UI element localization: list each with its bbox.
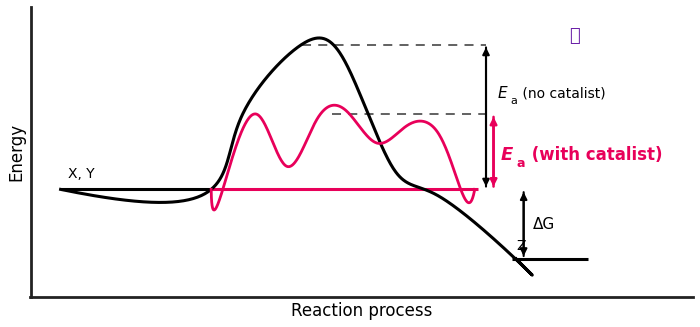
Text: Z: Z [516,239,526,253]
Text: E: E [497,86,507,101]
Text: a: a [516,157,524,170]
Text: X, Y: X, Y [68,167,95,181]
X-axis label: Reaction process: Reaction process [291,302,433,320]
Circle shape [532,18,616,52]
Text: BYJU'S: BYJU'S [615,21,659,34]
Text: E: E [501,146,513,164]
Text: (with catalist): (with catalist) [526,146,662,164]
Text: a: a [511,96,518,106]
Text: The Learning App: The Learning App [613,47,661,52]
Y-axis label: Energy: Energy [7,123,25,181]
Text: ⧗: ⧗ [568,27,580,45]
Text: ΔG: ΔG [533,216,555,232]
Text: (no catalist): (no catalist) [519,87,606,101]
